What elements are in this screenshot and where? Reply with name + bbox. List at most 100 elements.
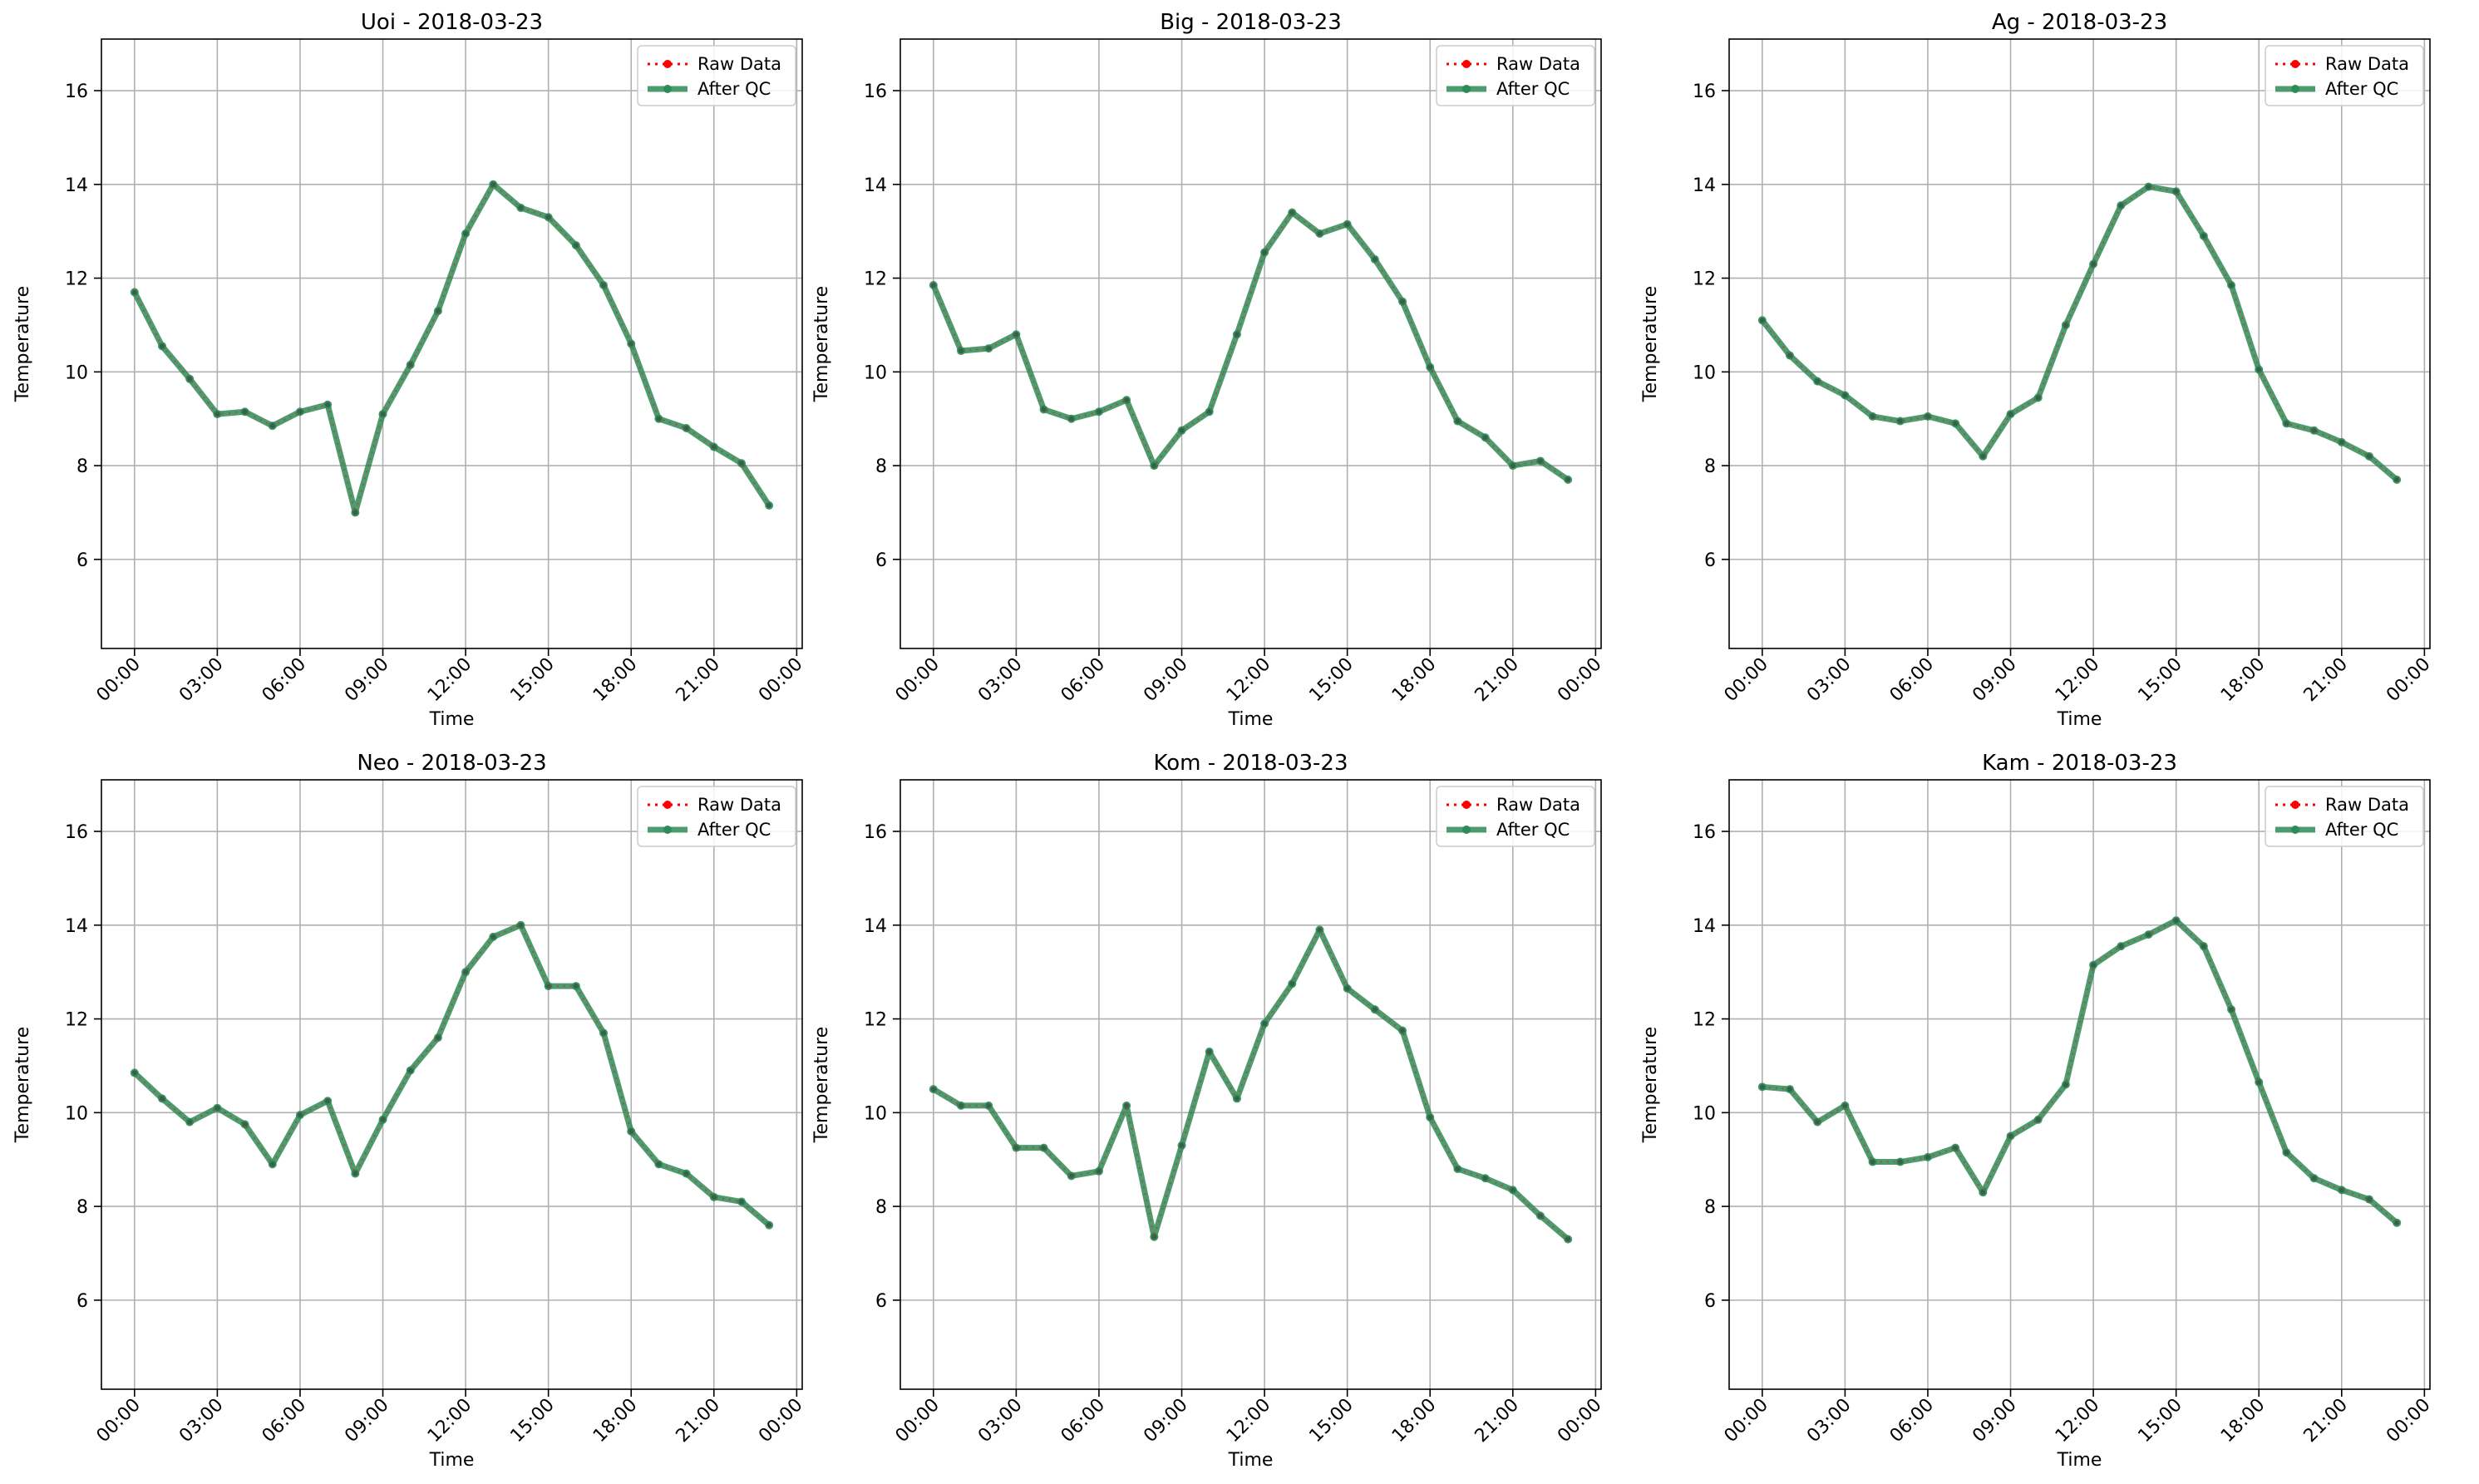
chart-0-raw-data-point-22 [738,461,744,466]
chart-3-raw-data-point-14 [518,922,524,928]
chart-3-series-raw-data [131,922,772,1228]
chart-0-raw-data-point-3 [214,412,220,417]
chart-0-y-tick-label-3: 12 [65,269,88,290]
chart-5-y-tick-label-2: 10 [1693,1103,1716,1124]
chart-4-raw-data-point-0 [930,1087,936,1092]
chart-2-raw-data-point-1 [1787,353,1793,358]
chart-2-x-tick-label-1: 03:00 [1803,654,1856,707]
chart-1-axes-frame [899,38,1602,649]
chart-0-legend-qc-marker [663,85,672,93]
chart-1-x-axis-label: Time [1228,709,1274,730]
chart-4-raw-data-point-2 [986,1102,992,1108]
chart-0-axes-frame [101,38,803,649]
chart-0-x-tick-label-5: 15:00 [506,654,559,707]
chart-3-raw-data-point-5 [269,1161,275,1167]
chart-5-x-tick-label-0: 00:00 [1721,1395,1773,1447]
chart-1-raw-data-point-9 [1179,427,1185,433]
chart-0-raw-data-point-6 [297,409,303,415]
chart-0-x-axis-label: Time [429,709,475,730]
chart-5-x-tick-label-3: 09:00 [1969,1395,2021,1447]
chart-4-y-tick-label-0: 6 [875,1291,887,1312]
chart-3-raw-data-point-12 [463,969,469,975]
chart-4-x-tick-label-8: 00:00 [1554,1395,1606,1447]
chart-2-raw-data-point-20 [2311,427,2317,433]
chart-2-y-tick-label-5: 16 [1693,81,1716,102]
chart-4-raw-data-point-1 [959,1102,964,1108]
chart-5-raw-data-point-17 [2229,1007,2235,1013]
chart-4-legend: Raw Data After QC [1436,786,1595,847]
chart-2-raw-data-point-22 [2366,453,2372,459]
chart-1-series-raw-data [930,210,1571,483]
chart-4-grid [900,780,1601,1389]
chart-2-legend-qc-label: After QC [2325,79,2398,99]
chart-2-raw-data-point-10 [2035,395,2041,401]
chart-1-raw-data-point-11 [1234,332,1240,338]
chart-0-title: Uoi - 2018-03-23 [361,10,543,35]
chart-0-raw-data-point-19 [656,416,662,422]
chart-1-y-tick-label-4: 14 [864,175,887,196]
chart-2-grid [1729,39,2430,648]
chart-3-x-tick-label-0: 00:00 [93,1395,145,1447]
chart-4-x-tick-label-1: 03:00 [974,1395,1027,1447]
chart-1-raw-data-point-18 [1427,364,1433,370]
chart-1-legend-raw-label: Raw Data [1496,54,1580,74]
chart-5-x-tick-label-6: 18:00 [2217,1395,2270,1447]
chart-0-y-axis-label: Temperature [12,286,33,402]
chart-3-title: Neo - 2018-03-23 [357,751,546,776]
chart-0-x-tick-label-7: 21:00 [673,654,725,707]
chart-0-raw-data-point-5 [269,423,275,429]
chart-1-raw-data-line [932,211,1569,481]
chart-5-raw-data-point-6 [1925,1154,1930,1160]
chart-5-series-raw-data [1759,918,2400,1225]
chart-0-y-tick-label-0: 6 [76,550,88,571]
chart-2-raw-data-point-19 [2284,421,2289,426]
chart-3-raw-data-point-3 [214,1105,220,1111]
chart-0-raw-data-point-16 [573,243,579,249]
chart-3-raw-data-point-18 [628,1128,634,1134]
chart-5-after-qc-line [1762,917,2399,1225]
chart-5-raw-data-point-23 [2394,1220,2400,1225]
chart-4-raw-data-point-11 [1234,1096,1240,1102]
chart-4-raw-data-point-15 [1344,985,1350,991]
chart-4-raw-data-point-3 [1013,1145,1019,1151]
chart-4-raw-data-point-4 [1041,1145,1047,1151]
chart-2-raw-data-point-14 [2146,184,2151,190]
chart-2-legend-raw-marker [2291,60,2299,68]
chart-0-x-tick-label-6: 18:00 [589,654,642,707]
chart-1-x-tick-label-6: 18:00 [1388,654,1441,707]
chart-2-y-tick-label-3: 12 [1693,269,1716,290]
chart-1-legend-raw-marker [1462,60,1471,68]
chart-1-y-tick-label-1: 8 [875,456,887,477]
chart-4-x-tick-label-6: 18:00 [1388,1395,1441,1447]
chart-1-raw-data-point-19 [1455,418,1461,424]
chart-1-raw-data-point-7 [1124,397,1130,403]
chart-3-raw-data-point-19 [656,1161,662,1167]
chart-2-x-tick-label-6: 18:00 [2217,654,2270,707]
chart-3-raw-data-point-16 [573,984,579,989]
chart-4-legend-qc-marker [1462,826,1471,834]
chart-1: 6 8 10 12 14 16 00:00 03:00 06:00 09:00 12:00 15:00… [811,10,1606,730]
chart-5-axes-frame [1728,779,2431,1390]
chart-2-raw-data-point-5 [1897,418,1903,424]
chart-4-x-tick-label-2: 06:00 [1057,1395,1110,1447]
chart-3-x-tick-label-8: 00:00 [755,1395,807,1447]
chart-2-y-tick-label-2: 10 [1693,362,1716,383]
chart-1-raw-data-point-15 [1344,221,1350,227]
chart-4-raw-data-point-7 [1124,1102,1130,1108]
chart-2-x-axis-label: Time [2057,709,2102,730]
chart-0-raw-data-point-7 [325,402,331,407]
chart-0-legend-qc-label: After QC [697,79,771,99]
chart-0-legend-raw-marker [663,60,672,68]
chart-1-x-tick-label-5: 15:00 [1305,654,1358,707]
chart-5-raw-data-point-20 [2311,1176,2317,1181]
chart-2: 6 8 10 12 14 16 00:00 03:00 06:00 09:00 12:00 15:00… [1640,10,2435,730]
chart-3-raw-data-point-17 [601,1030,607,1036]
chart-1-x-tick-label-8: 00:00 [1554,654,1606,707]
chart-5-x-tick-label-8: 00:00 [2383,1395,2435,1447]
chart-1-raw-data-point-3 [1013,332,1019,338]
chart-5-x-axis-label: Time [2057,1450,2102,1471]
chart-2-y-tick-label-0: 6 [1704,550,1716,571]
chart-0-y-tick-label-5: 16 [65,81,88,102]
chart-1-raw-data-point-6 [1096,409,1102,415]
chart-2-title: Ag - 2018-03-23 [1992,10,2167,35]
